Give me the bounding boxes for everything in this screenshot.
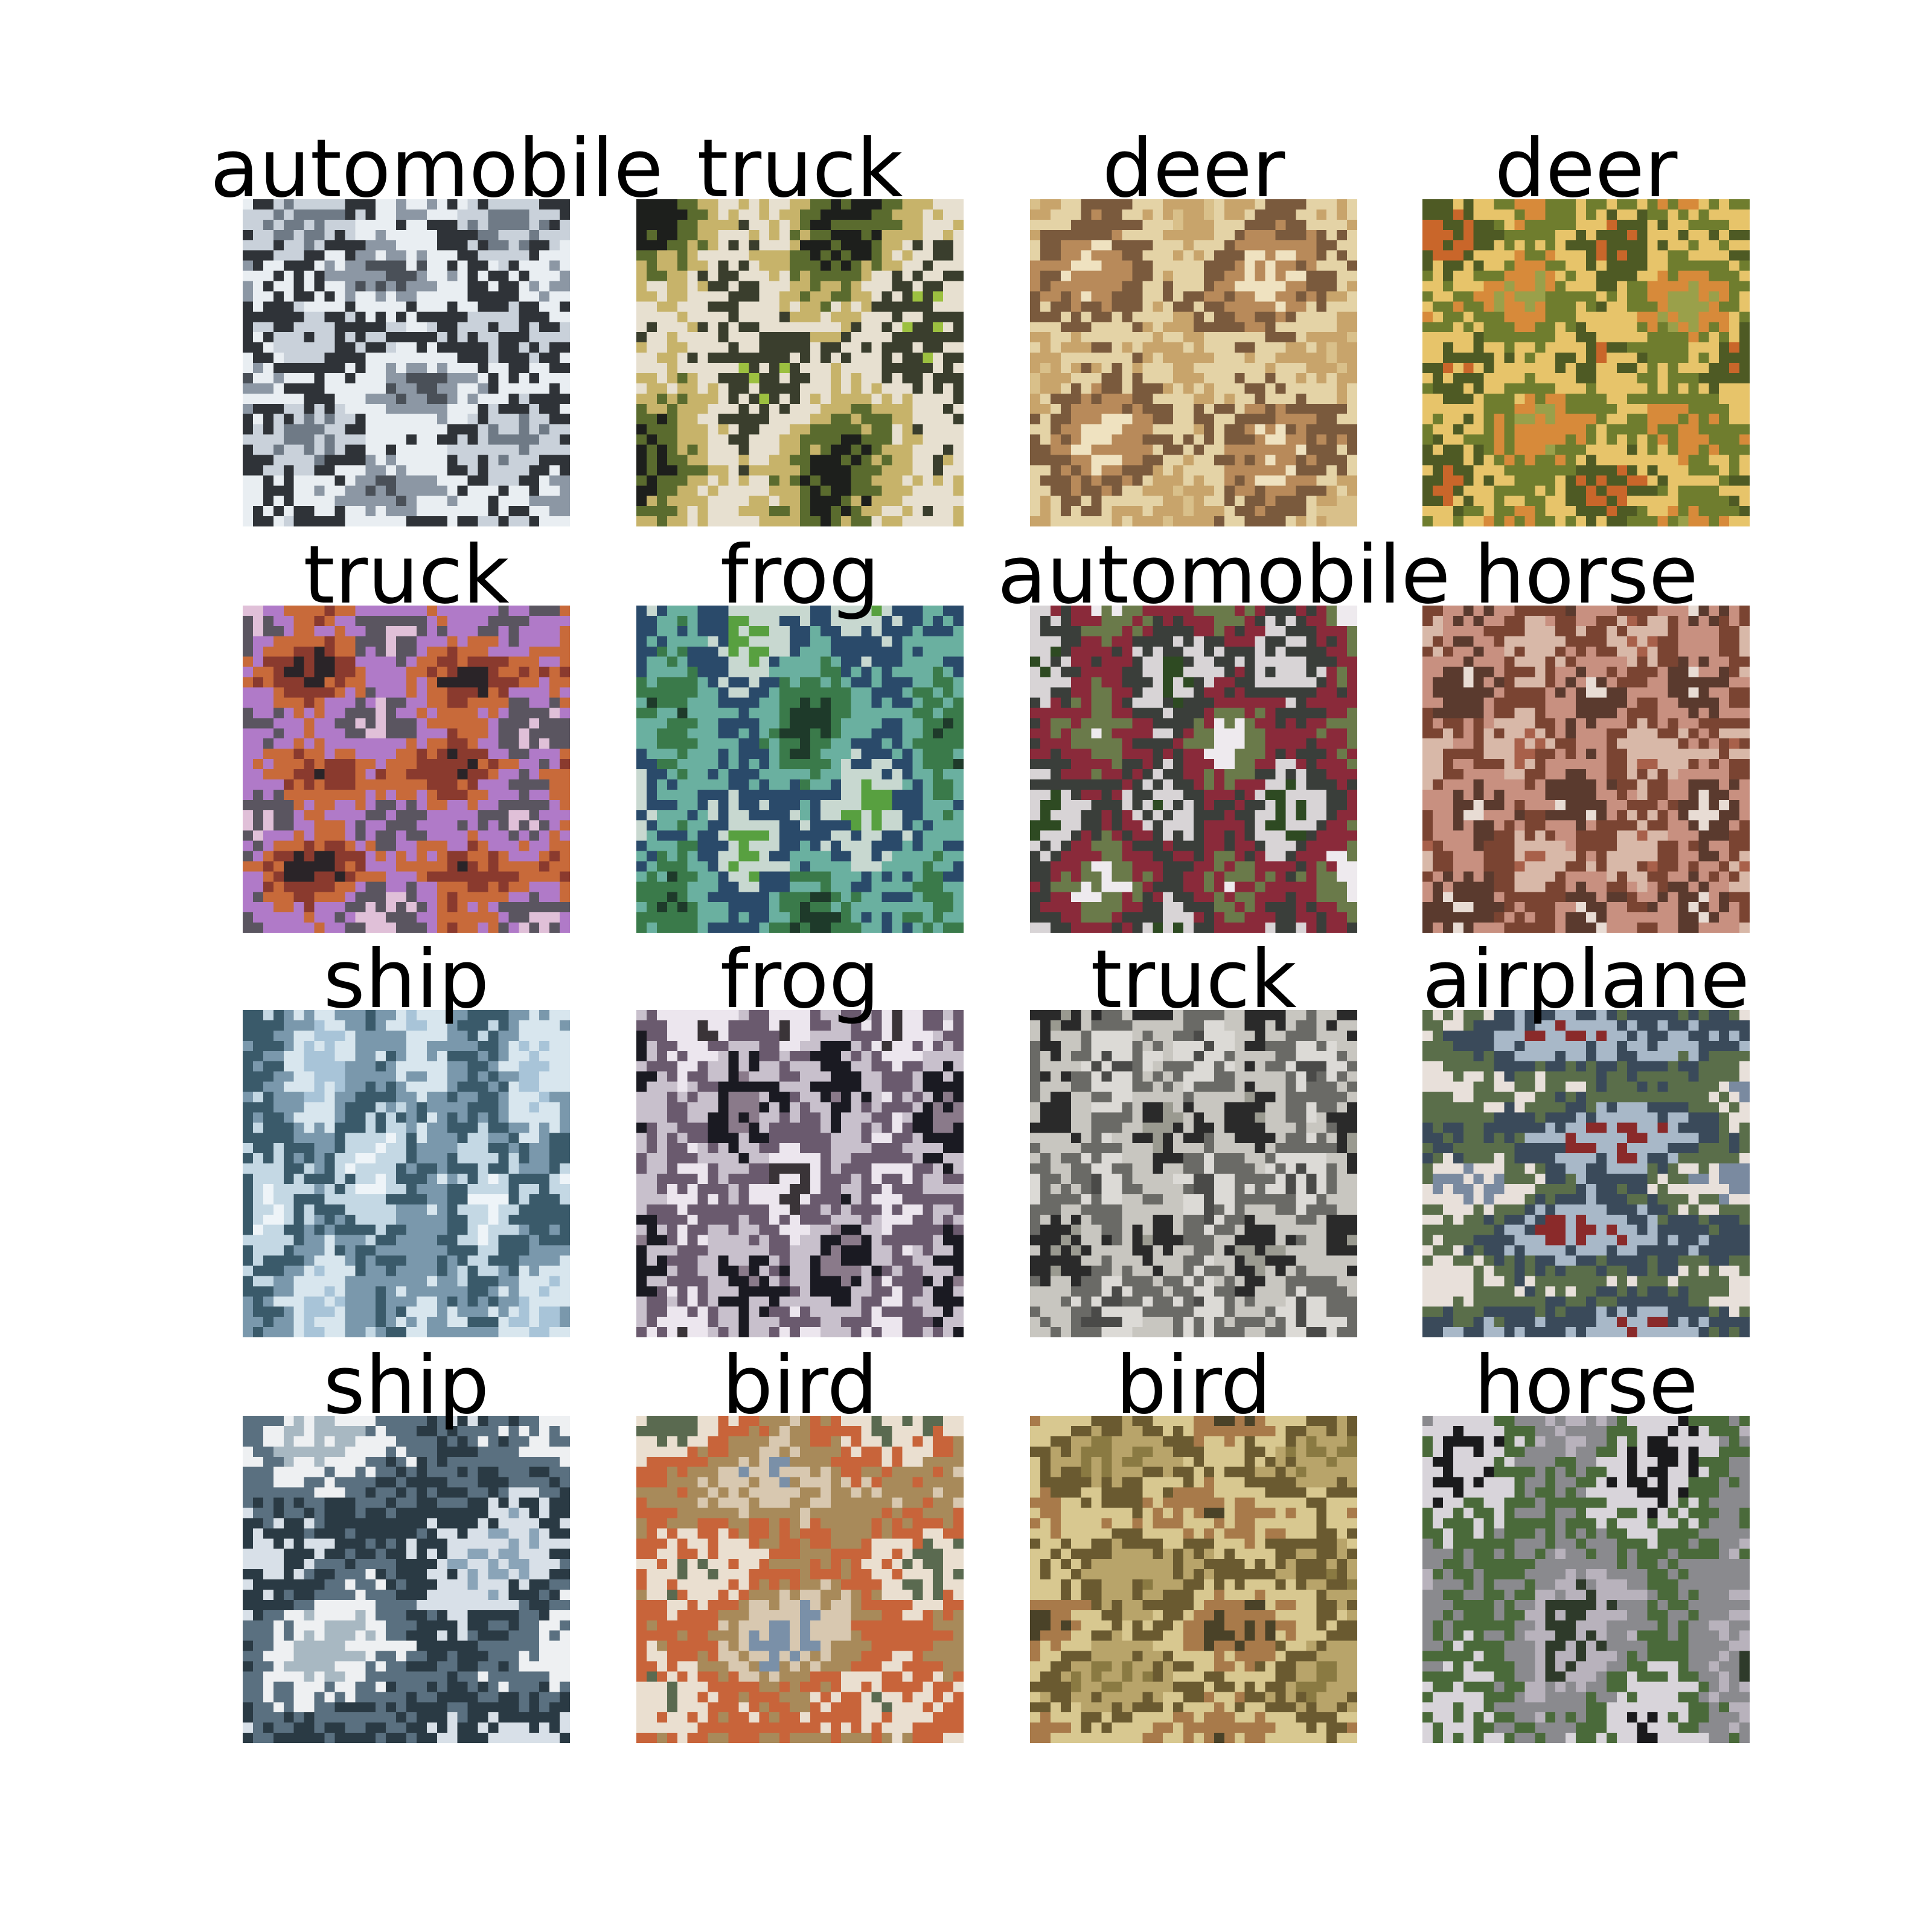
sample-image-pixels	[1030, 199, 1357, 526]
sample-label: automobile	[210, 123, 664, 216]
sample-label: truck	[697, 123, 903, 216]
sample-cell: ship	[210, 1343, 603, 1766]
sample-image	[1422, 1010, 1750, 1337]
sample-image-pixels	[1030, 1416, 1357, 1743]
sample-image-pixels	[636, 1010, 964, 1337]
sample-image-pixels	[1422, 1010, 1750, 1337]
sample-label: deer	[1102, 123, 1285, 216]
sample-cell: ship	[210, 938, 603, 1360]
sample-image	[243, 1010, 570, 1337]
sample-image	[1030, 199, 1357, 526]
sample-label: ship	[323, 1339, 490, 1432]
sample-label: frog	[720, 529, 880, 622]
sample-cell: truck	[210, 533, 603, 956]
sample-image	[243, 606, 570, 933]
sample-image	[636, 199, 964, 526]
sample-image-pixels	[243, 1416, 570, 1743]
sample-image-pixels	[636, 199, 964, 526]
sample-image	[243, 199, 570, 526]
sample-image-pixels	[1030, 606, 1357, 933]
sample-image-pixels	[636, 1416, 964, 1743]
sample-image	[1030, 1416, 1357, 1743]
sample-image	[1030, 1010, 1357, 1337]
sample-image	[243, 1416, 570, 1743]
sample-label: automobile	[997, 529, 1451, 622]
sample-cell: frog	[604, 533, 996, 956]
sample-cell: frog	[604, 938, 996, 1360]
sample-label: bird	[721, 1339, 878, 1432]
sample-cell: bird	[604, 1343, 996, 1766]
sample-cell: horse	[1390, 1343, 1782, 1766]
sample-image-pixels	[243, 1010, 570, 1337]
sample-image-pixels	[1422, 199, 1750, 526]
sample-image-pixels	[636, 606, 964, 933]
sample-image	[636, 1416, 964, 1743]
sample-cell: airplane	[1390, 938, 1782, 1360]
sample-image-pixels	[1422, 606, 1750, 933]
sample-label: truck	[1090, 933, 1297, 1026]
sample-label: horse	[1474, 529, 1698, 622]
sample-label: truck	[303, 529, 510, 622]
sample-image	[1030, 606, 1357, 933]
sample-image-pixels	[1422, 1416, 1750, 1743]
sample-image	[636, 606, 964, 933]
sample-label: airplane	[1422, 933, 1750, 1026]
sample-image	[1422, 1416, 1750, 1743]
sample-image	[1422, 606, 1750, 933]
sample-label: deer	[1494, 123, 1678, 216]
sample-cell: deer	[997, 127, 1390, 549]
sample-label: frog	[720, 933, 880, 1026]
sample-image-pixels	[1030, 1010, 1357, 1337]
sample-cell: truck	[997, 938, 1390, 1360]
sample-image	[1422, 199, 1750, 526]
sample-label: horse	[1474, 1339, 1698, 1432]
sample-image	[636, 1010, 964, 1337]
sample-image-pixels	[243, 199, 570, 526]
sample-cell: bird	[997, 1343, 1390, 1766]
sample-image-pixels	[243, 606, 570, 933]
sample-label: ship	[323, 933, 490, 1026]
sample-label: bird	[1115, 1339, 1272, 1432]
sample-cell: deer	[1390, 127, 1782, 549]
sample-cell: automobile	[997, 529, 1451, 956]
sample-cell: horse	[1390, 533, 1782, 956]
sample-cell: truck	[604, 127, 996, 549]
sample-cell: automobile	[210, 123, 664, 549]
